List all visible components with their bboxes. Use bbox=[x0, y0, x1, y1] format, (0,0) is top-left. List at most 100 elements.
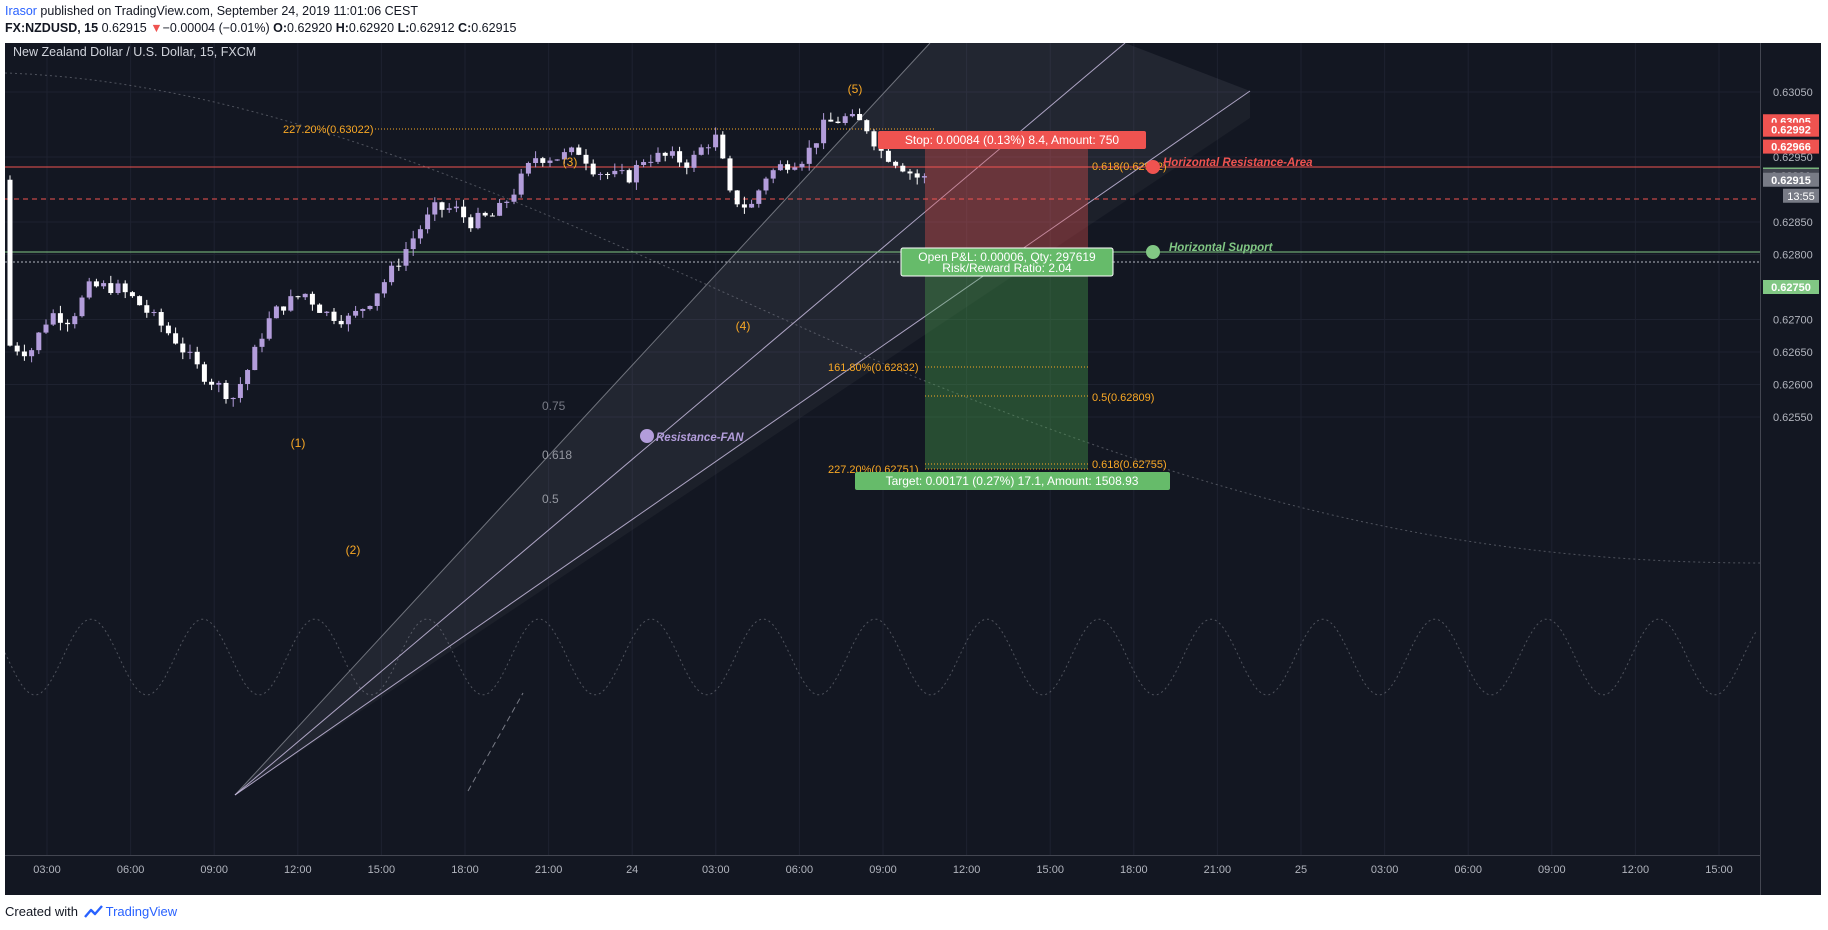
chart-legend: New Zealand Dollar / U.S. Dollar, 15, FX… bbox=[13, 45, 256, 59]
time-axis[interactable]: 03:00 06:00 09:00 12:00 15:00 18:00 21:00 24 03:… bbox=[33, 864, 1733, 876]
high-value: 0.62920 bbox=[348, 21, 395, 35]
time-tick-label: 06:00 bbox=[117, 864, 145, 876]
price-tick-label: 0.62850 bbox=[1773, 217, 1813, 229]
candle-body bbox=[655, 152, 661, 162]
candle-body bbox=[727, 158, 733, 191]
price-tick-label: 0.62650 bbox=[1773, 347, 1813, 359]
time-tick-label: 12:00 bbox=[284, 864, 312, 876]
target-zone bbox=[925, 252, 1088, 469]
candle-body bbox=[540, 158, 546, 163]
time-tick-label: 12:00 bbox=[1622, 864, 1650, 876]
pl-label-box[interactable] bbox=[900, 247, 1114, 277]
candle-body bbox=[345, 315, 351, 325]
candle-body bbox=[720, 134, 726, 159]
price-badge-label: 0.62750 bbox=[1771, 282, 1811, 294]
fan-label-075: 0.75 bbox=[542, 399, 566, 413]
tradingview-logo-icon bbox=[83, 905, 103, 918]
price-axis[interactable]: 0.63050 0.62950 0.62850 0.62800 0.62700 0.626… bbox=[1773, 87, 1813, 424]
candle-body bbox=[439, 202, 445, 210]
chart-panel[interactable]: (1) (2) (3) (4) (5) 0.75 0.618 0.5 227.2… bbox=[5, 43, 1821, 895]
candle-body bbox=[777, 164, 783, 171]
price-tick-label: 0.62950 bbox=[1773, 152, 1813, 164]
candle-body bbox=[122, 283, 128, 293]
time-tick-label: 12:00 bbox=[953, 864, 981, 876]
candle-body bbox=[374, 293, 380, 306]
candle-body bbox=[7, 179, 13, 346]
open-value: 0.62920 bbox=[287, 21, 333, 35]
wave-label-2: (2) bbox=[346, 543, 361, 557]
fan-label-05: 0.5 bbox=[542, 492, 559, 506]
candle-body bbox=[165, 325, 171, 334]
candle-body bbox=[806, 147, 812, 164]
author-link[interactable]: Irasor bbox=[5, 4, 37, 18]
candle-body bbox=[259, 338, 265, 347]
candle-body bbox=[108, 283, 114, 294]
candle-body bbox=[792, 167, 798, 170]
candle-body bbox=[475, 212, 481, 229]
stop-zone bbox=[925, 148, 1088, 252]
time-tick-label: 03:00 bbox=[33, 864, 61, 876]
candle-body bbox=[497, 202, 503, 216]
candle-body bbox=[576, 147, 582, 155]
candle-body bbox=[230, 397, 236, 400]
candle-body bbox=[662, 152, 668, 156]
candle-body bbox=[43, 324, 49, 333]
fan-line-075 bbox=[234, 43, 931, 796]
candle-body bbox=[813, 143, 819, 148]
grid-lines bbox=[5, 43, 1760, 855]
candle-body bbox=[641, 162, 647, 165]
candle-body bbox=[360, 309, 366, 311]
wave-label-3: (3) bbox=[563, 155, 578, 169]
publish-text: published on TradingView.com, September … bbox=[36, 4, 418, 18]
candle-body bbox=[273, 306, 279, 319]
candle-body bbox=[533, 158, 539, 164]
candle-body bbox=[410, 238, 416, 250]
candle-body bbox=[173, 333, 179, 344]
candle-body bbox=[209, 381, 215, 385]
candle-body bbox=[201, 364, 207, 382]
fib-ext-top-label: 227.20%(0.63022) bbox=[283, 124, 374, 136]
resistance-fan-marker[interactable] bbox=[640, 429, 654, 443]
price-chart[interactable]: (1) (2) (3) (4) (5) 0.75 0.618 0.5 227.2… bbox=[5, 43, 1821, 895]
candle-body bbox=[590, 163, 596, 175]
candle-body bbox=[828, 119, 834, 122]
stop-label-box[interactable] bbox=[878, 131, 1146, 149]
price-badge-label: 0.62966 bbox=[1771, 142, 1811, 154]
tradingview-link[interactable]: TradingView bbox=[105, 904, 178, 919]
candle-body bbox=[684, 162, 690, 168]
candle-body bbox=[518, 173, 524, 195]
candle-body bbox=[741, 204, 747, 208]
candle-body bbox=[79, 297, 85, 317]
publish-info: Irasor published on TradingView.com, Sep… bbox=[5, 4, 418, 18]
candle-body bbox=[309, 293, 315, 305]
dashed-projection-line bbox=[467, 692, 524, 792]
candle-body bbox=[115, 283, 121, 294]
symbol-info: FX:NZDUSD, 15 0.62915 ▼−0.00004 (−0.01%)… bbox=[5, 21, 516, 35]
target-label-box[interactable] bbox=[855, 472, 1170, 490]
support-marker[interactable] bbox=[1146, 245, 1160, 259]
resistance-area-marker[interactable] bbox=[1146, 160, 1160, 174]
fib-05-label: 0.5(0.62809) bbox=[1092, 392, 1154, 404]
fib-0618-bottom-label: 0.618(0.62755) bbox=[1092, 459, 1167, 471]
candle-body bbox=[281, 306, 287, 311]
candle-body bbox=[569, 147, 575, 153]
time-tick-label: 15:00 bbox=[368, 864, 396, 876]
candle-body bbox=[691, 154, 697, 168]
low-label: L: bbox=[397, 21, 410, 35]
candle-body bbox=[21, 351, 27, 357]
price-tick-label: 0.62700 bbox=[1773, 315, 1813, 327]
candle-body bbox=[237, 383, 243, 398]
candle-body bbox=[86, 281, 92, 298]
candle-body bbox=[36, 332, 42, 351]
cycle-wave-line bbox=[5, 618, 1758, 696]
candle-body bbox=[785, 164, 791, 170]
price-badges: 0.630050.629920.629660.629230.629210.629… bbox=[1763, 114, 1819, 294]
candle-body bbox=[583, 154, 589, 164]
candle-body bbox=[446, 208, 452, 210]
candle-body bbox=[129, 292, 135, 297]
target-label: Target: 0.00171 (0.27%) 17.1, Amount: 15… bbox=[886, 474, 1139, 488]
candle-body bbox=[763, 178, 769, 191]
footer: Created with TradingView bbox=[5, 904, 177, 919]
candle-body bbox=[425, 214, 431, 230]
candle-body bbox=[29, 350, 35, 357]
